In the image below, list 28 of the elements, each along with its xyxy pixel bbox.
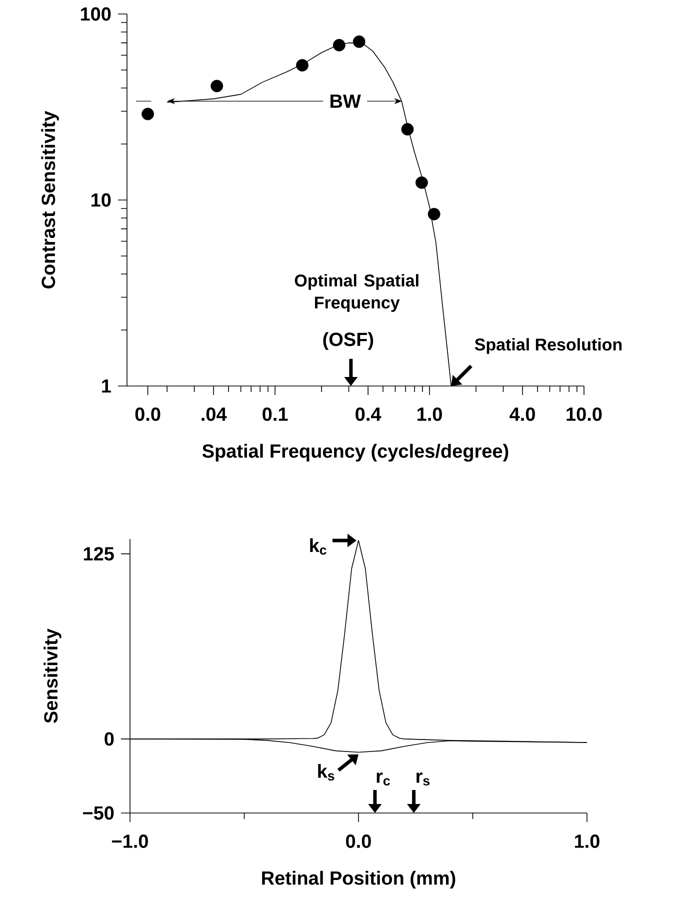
annotation: BW [330,94,361,108]
annotation: r$_{s}$ [416,772,430,786]
y-tick-label: 10 [92,193,111,207]
y-tick-label: 100 [80,7,111,21]
x-tick-label: 0.0 [135,407,160,421]
x-tick-label: 0.1 [262,407,288,421]
x-tick-label: 0.4 [356,407,382,421]
annotation: Optimal Spatial Frequency [294,274,418,312]
x-tick-label: 10.0 [566,407,602,421]
x-tick-label: −1.0 [112,834,148,848]
annotation: Spatial Resolution [474,338,622,354]
annotation: (OSF) [323,332,374,350]
y-axis-title: Sensitivity [44,628,62,723]
x-tick-label: 0.0 [346,834,371,848]
x-tick-label: 1.0 [418,407,442,421]
annotation: k$_{c}$ [310,538,326,555]
y-axis-title: Contrast Sensitivity [41,110,59,288]
x-axis-title: Spatial Frequency (cycles/degree) [202,444,508,462]
y-tick-label: 1 [102,379,111,393]
annotation: r$_{c}$ [376,772,390,786]
x-axis-title: Retinal Position (mm) [262,870,456,889]
y-tick-label: 0 [104,732,114,746]
y-tick-label: 125 [84,547,114,561]
x-tick-label: .04 [202,407,227,421]
annotation: k$_{s}$ [318,764,334,781]
y-tick-label: −50 [83,806,114,820]
x-tick-label: 1.0 [574,834,600,848]
x-tick-label: 4.0 [510,407,535,421]
